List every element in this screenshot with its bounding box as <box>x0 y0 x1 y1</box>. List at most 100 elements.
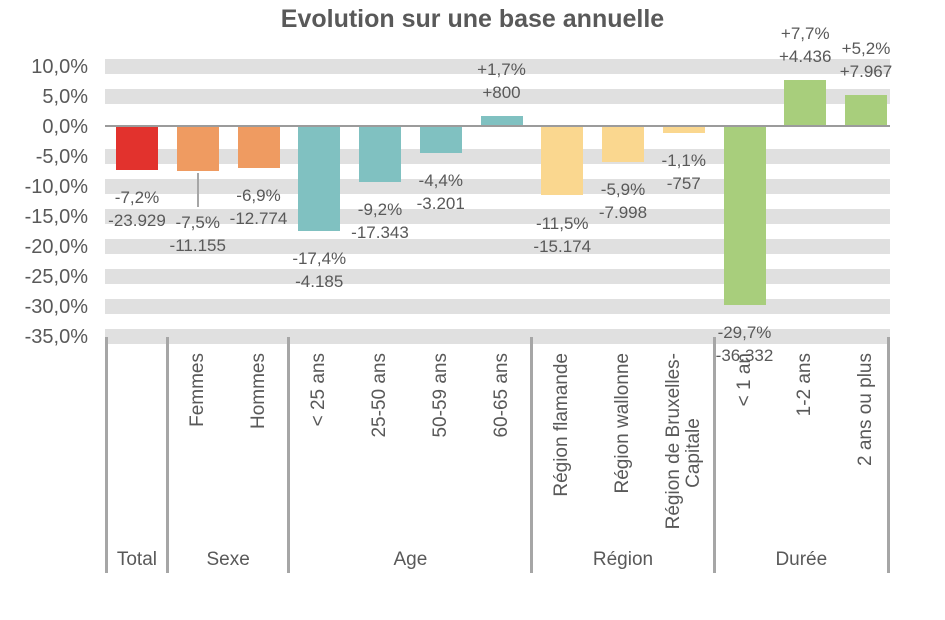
grid-stripe <box>105 149 890 164</box>
category-label-50-59-ans: 50-59 ans <box>430 353 451 553</box>
grid-stripe <box>105 299 890 314</box>
y-axis-tick-label: -35,0% <box>24 325 88 348</box>
category-label-line: Capitale <box>682 418 704 488</box>
bar-total <box>116 127 158 170</box>
y-axis-tick-label: 0,0% <box>42 115 88 138</box>
abs-change-label: -23.929 <box>108 210 166 230</box>
pct-change-label: +1,7% <box>477 60 526 80</box>
bar-value-label: -4,4% -3.201 <box>361 169 521 215</box>
category-label-moins-25-ans: < 25 ans <box>308 353 330 553</box>
category-label-1-2-ans: 1-2 ans <box>794 353 816 553</box>
abs-change-label: -11.155 <box>169 235 226 255</box>
bar-value-label: -1,1% -757 <box>604 149 764 195</box>
category-label-region-flamande: Région flamande <box>551 353 573 553</box>
category-label-line: Femmes <box>186 353 208 427</box>
y-axis-tick-label: -20,0% <box>24 235 88 258</box>
bar-value-label: +5,2% +7.967 <box>786 37 945 83</box>
grid-stripe <box>105 329 890 344</box>
y-axis-tick-label: -10,0% <box>24 175 88 198</box>
category-label-line: Région de Bruxelles- <box>662 353 684 530</box>
category-label-hommes: Hommes <box>247 353 269 553</box>
chart-title: Evolution sur une base annuelle <box>280 5 665 33</box>
category-label-line: 2 ans ou plus <box>855 353 876 467</box>
category-label-line: Hommes <box>247 353 269 430</box>
grid-stripe <box>105 269 890 284</box>
bar-value-label: -9,2% -17.343 <box>300 198 460 244</box>
category-divider <box>712 337 716 573</box>
category-divider <box>530 337 534 573</box>
y-axis-tick-label: 5,0% <box>42 85 88 108</box>
abs-change-label: -4.185 <box>295 271 344 291</box>
abs-change-label: -7.998 <box>598 202 648 222</box>
bar-femmes <box>176 127 219 172</box>
group-label-total: Total <box>116 549 157 570</box>
abs-change-label: -36.332 <box>715 345 774 365</box>
bar-moins-25-ans <box>298 127 341 231</box>
category-label-line: 60-65 ans <box>490 353 512 438</box>
abs-change-label: +7.967 <box>839 62 893 82</box>
abs-change-label: -12.774 <box>229 208 288 228</box>
bar-hommes <box>237 127 280 168</box>
bar-region-flamande <box>541 127 584 196</box>
category-label-moins-1-an: < 1 an <box>733 353 755 553</box>
bar-region-wallonne <box>602 127 644 162</box>
category-divider <box>165 337 169 573</box>
grid-stripe <box>105 239 890 254</box>
label-leader-line <box>197 172 199 207</box>
bar-value-label: -17,4% -4.185 <box>239 247 399 293</box>
pct-change-label: -29,7% <box>717 322 772 342</box>
group-label-region: Région <box>592 549 654 570</box>
pct-change-label: -17,4% <box>292 248 347 268</box>
pct-change-label: -6,9% <box>236 185 281 205</box>
pct-change-label: +7,7% <box>780 24 830 44</box>
bar-25-50-ans <box>359 127 401 182</box>
pct-change-label: -9,2% <box>357 199 403 219</box>
pct-change-label: -4,4% <box>418 170 463 190</box>
bar-value-label: -29,7% -36.332 <box>665 321 825 367</box>
category-label-line: 1-2 ans <box>794 353 816 417</box>
category-label-25-50-ans: 25-50 ans <box>369 353 390 553</box>
group-label-sexe: Sexe <box>206 549 250 570</box>
y-axis-tick-label: -25,0% <box>24 265 88 288</box>
category-label-line: Région flamande <box>551 353 573 497</box>
bar-value-label: +7,7% +4.436 <box>725 22 885 68</box>
pct-change-label: -7,5% <box>175 212 220 232</box>
category-label-region-bruxelles-capitale: Région de Bruxelles- Capitale <box>662 353 704 553</box>
category-label-line: Région wallonne <box>612 353 633 494</box>
abs-change-label: -15.174 <box>533 236 592 256</box>
pct-change-label: -11,5% <box>535 213 589 233</box>
category-label-60-65-ans: 60-65 ans <box>490 353 512 553</box>
y-axis-tick-label: -5,0% <box>35 145 88 168</box>
abs-change-label: -757 <box>666 174 701 194</box>
pct-change-label: -1,1% <box>661 151 706 171</box>
group-label-duree: Durée <box>775 549 828 570</box>
bar-value-label: -5,9% -7.998 <box>543 178 703 224</box>
bar-value-label: -7,2% -23.929 <box>57 186 217 232</box>
pct-change-label: -5,9% <box>600 179 646 199</box>
category-label-line: < 1 an <box>733 353 755 407</box>
bar-value-label: -6,9% -12.774 <box>179 184 339 230</box>
abs-change-label: +4.436 <box>779 47 832 67</box>
abs-change-label: +800 <box>482 83 521 103</box>
category-label-region-wallonne: Région wallonne <box>612 353 633 553</box>
bar-moins-1-an <box>723 127 766 305</box>
group-label-age: Age <box>393 549 428 570</box>
bar-value-label: -11,5% -15.174 <box>482 212 642 258</box>
pct-change-label: -7,2% <box>114 187 160 207</box>
category-label-line: < 25 ans <box>308 353 330 427</box>
category-label-line: 25-50 ans <box>369 353 390 438</box>
category-divider <box>887 337 890 573</box>
bar-2-ans-ou-plus <box>845 95 887 127</box>
y-axis-tick-label: -15,0% <box>24 205 88 228</box>
category-divider <box>287 337 291 573</box>
category-divider <box>105 337 108 573</box>
pct-change-label: +5,2% <box>841 39 891 59</box>
bar-value-label: +1,7% +800 <box>422 58 582 104</box>
bar-1-2-ans <box>784 80 827 127</box>
grid-stripe <box>105 89 890 104</box>
bar-60-65-ans <box>480 116 523 127</box>
y-axis-tick-label: 10,0% <box>31 55 88 78</box>
zero-axis-line <box>105 125 890 128</box>
abs-change-label: -17.343 <box>351 222 409 242</box>
